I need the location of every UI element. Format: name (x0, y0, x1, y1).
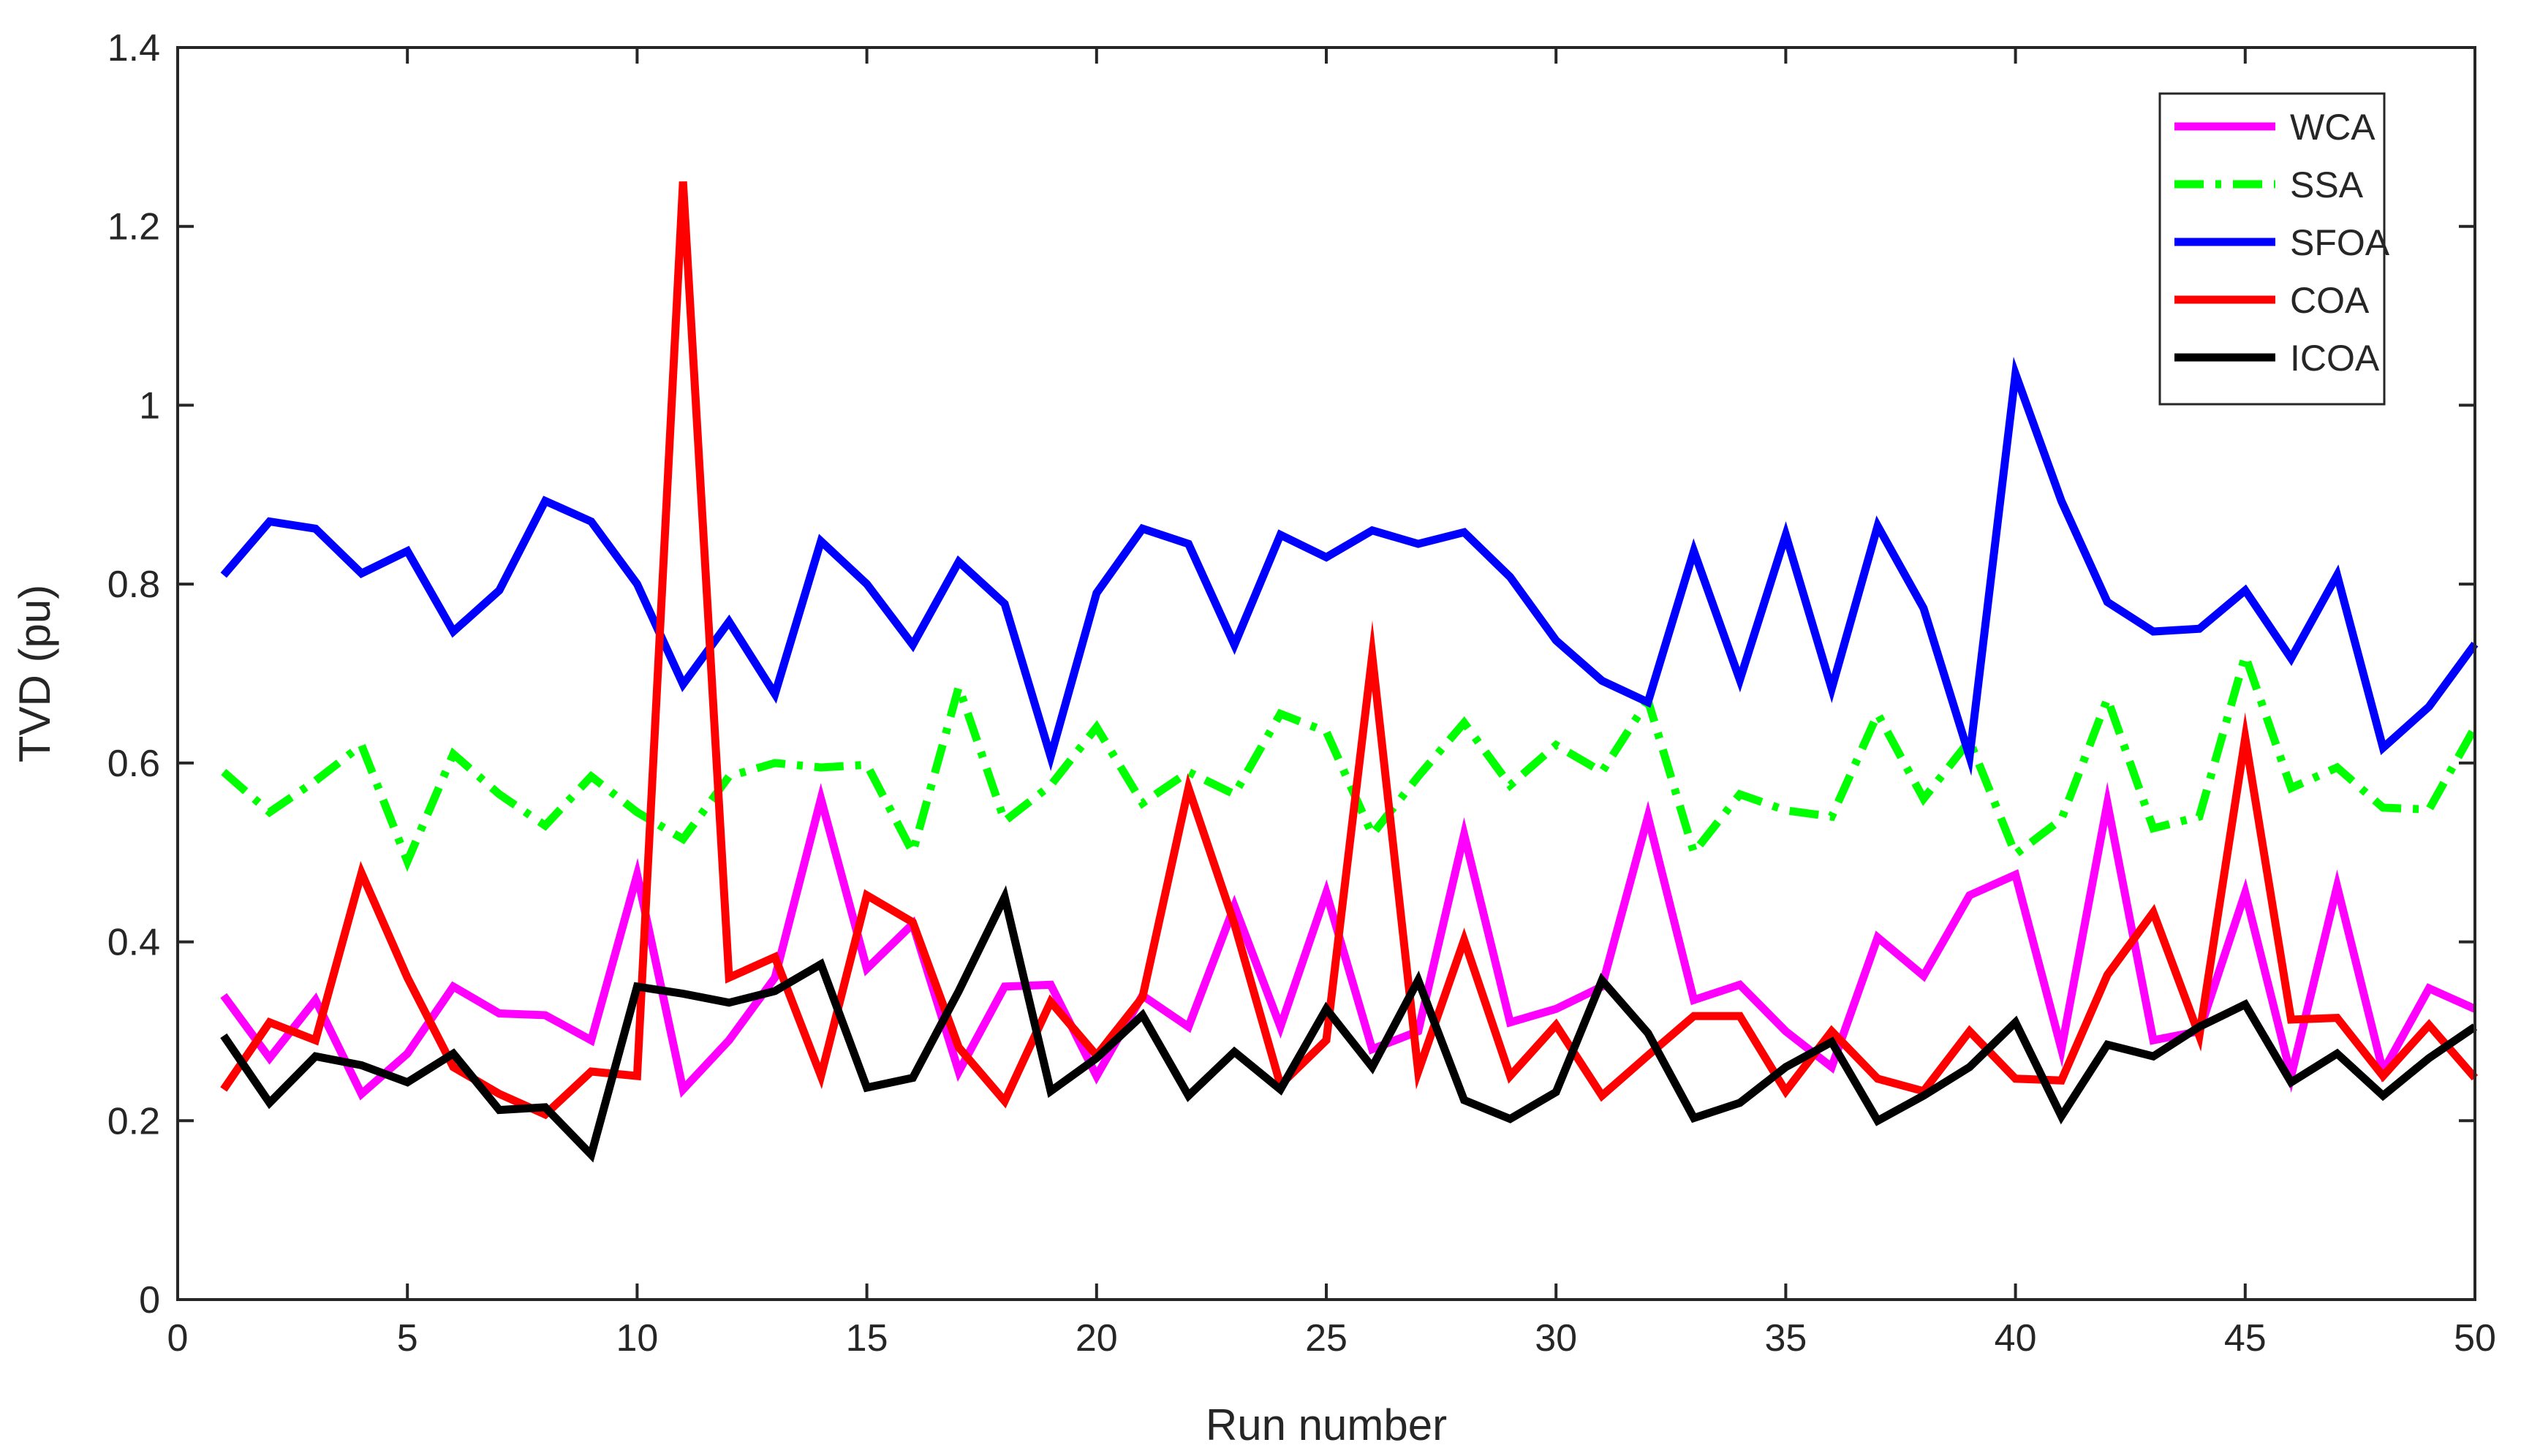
chart-background (0, 0, 2521, 1456)
y-tick-label: 0.2 (107, 1100, 160, 1142)
y-tick-label: 0 (139, 1279, 160, 1322)
x-tick-label: 35 (1764, 1317, 1807, 1360)
legend-label-icoa: ICOA (2290, 338, 2380, 379)
x-tick-label: 0 (167, 1317, 189, 1360)
x-tick-label: 20 (1076, 1317, 1118, 1360)
x-tick-label: 25 (1305, 1317, 1348, 1360)
x-tick-label: 15 (846, 1317, 888, 1360)
legend-label-wca: WCA (2290, 107, 2376, 148)
x-tick-label: 40 (1995, 1317, 2037, 1360)
legend-label-sfoa: SFOA (2290, 222, 2390, 263)
legend-label-ssa: SSA (2290, 164, 2364, 205)
y-tick-label: 0.8 (107, 564, 160, 606)
y-tick-label: 1 (139, 384, 160, 427)
x-axis-title: Run number (1206, 1400, 1447, 1449)
x-tick-label: 10 (616, 1317, 658, 1360)
y-tick-label: 0.4 (107, 922, 160, 964)
y-tick-label: 1.2 (107, 206, 160, 249)
x-tick-label: 50 (2454, 1317, 2496, 1360)
y-tick-label: 1.4 (107, 27, 160, 69)
legend-label-coa: COA (2290, 280, 2370, 321)
legend: WCA SSA SFOA COA ICOA (2160, 94, 2390, 404)
line-chart: 0 5 10 15 20 25 30 35 40 45 50 0 0.2 0.4 0.6 0.8 1 1.2 1.… (0, 0, 2521, 1456)
x-tick-label: 30 (1535, 1317, 1577, 1360)
x-tick-label: 45 (2224, 1317, 2267, 1360)
y-tick-label: 0.6 (107, 743, 160, 785)
y-axis-title: TVD (pu) (10, 585, 59, 762)
x-tick-label: 5 (397, 1317, 418, 1360)
